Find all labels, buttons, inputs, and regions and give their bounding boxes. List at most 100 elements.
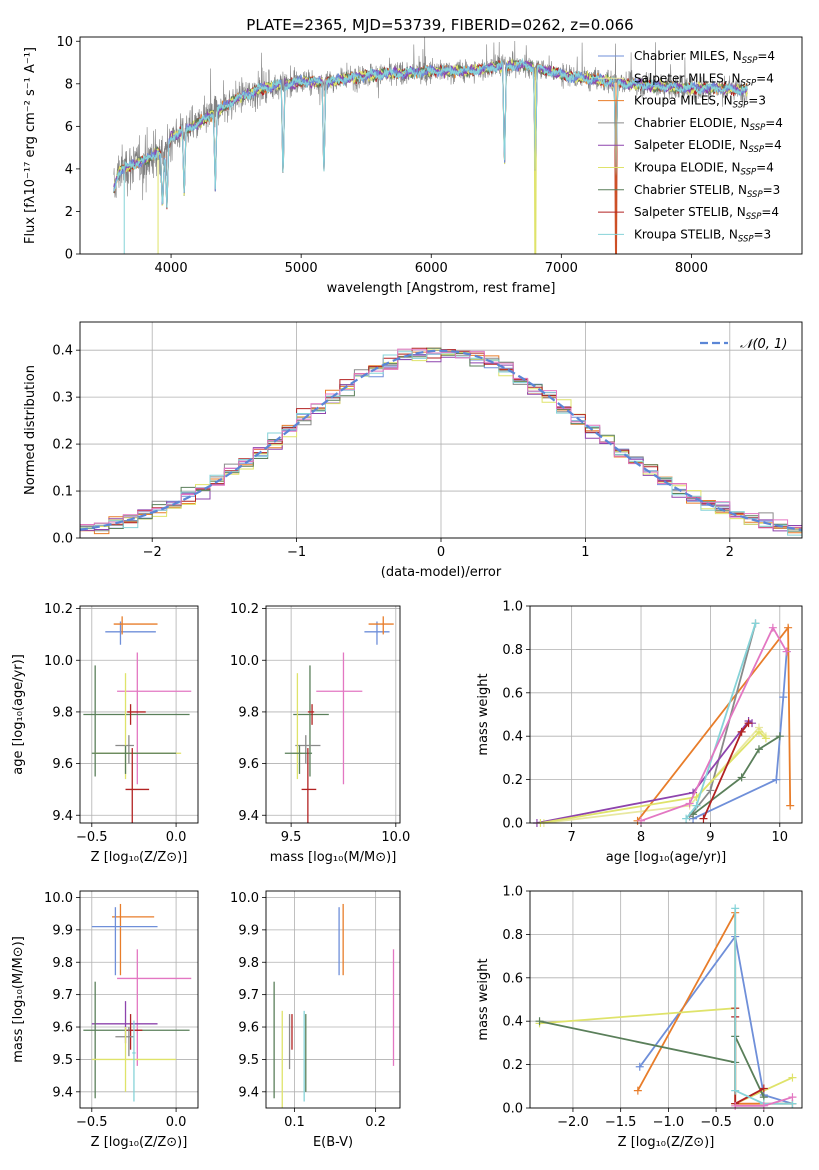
- weight-series-chabrier-stelib: [692, 735, 781, 816]
- y-tick-label: 9.6: [238, 1021, 259, 1036]
- x-tick-label: −2.0: [557, 1115, 589, 1130]
- x-tick-label: 0: [437, 545, 445, 560]
- errorbar-point: [117, 652, 192, 785]
- weight-marker: [768, 623, 777, 632]
- weight-marker: [788, 1093, 797, 1102]
- age-vs-mass-panel: 9.5 10.0 9.4 9.6 9.8 10.0 10.2 mass [log₁₀(M/M⊙…: [230, 602, 410, 865]
- x-tick-label: 0.1: [284, 1115, 305, 1130]
- y-axis-label: Normed distribution: [23, 365, 38, 495]
- weight-marker: [535, 1017, 544, 1026]
- errorbar-point: [127, 1014, 143, 1050]
- weight-marker: [759, 1101, 768, 1110]
- weight-marker: [744, 719, 753, 728]
- y-tick-label: 9.8: [238, 956, 259, 971]
- y-tick-label: 0.4: [52, 344, 73, 359]
- y-tick-label: 9.8: [238, 705, 259, 720]
- errorbar-point: [132, 1020, 136, 1102]
- x-axis-label: Z [log₁₀(Z/Z⊙)]: [91, 1135, 188, 1150]
- legend-entry: Chabrier STELIB, NSSP=3: [634, 183, 780, 200]
- legend-entry: 𝒩(0, 1): [740, 337, 787, 352]
- weight-series-salpeter-elodie: [536, 719, 753, 823]
- weight-marker: [692, 801, 701, 810]
- plot-frame: [79, 36, 803, 255]
- errorbar-point: [115, 1027, 134, 1057]
- errorbar-point: [125, 748, 150, 823]
- legend-entry: Kroupa ELODIE, NSSP=4: [634, 161, 774, 178]
- y-tick-label: 0.0: [502, 817, 523, 832]
- weight-marker: [786, 801, 795, 810]
- mass-vs-Z-panel: −0.5 0.0 9.4 9.5 9.6 9.7 9.8 9.9 10.0 Z [log₁₀(Z/…: [11, 890, 199, 1150]
- weight-marker: [706, 786, 715, 795]
- errorbar-point: [307, 704, 315, 725]
- x-tick-label: 0.0: [166, 1115, 187, 1130]
- y-tick-label: 9.9: [238, 923, 259, 938]
- y-tick-label: 0.4: [502, 730, 523, 745]
- y-tick-label: 9.6: [52, 757, 73, 772]
- x-axis-label: Z [log₁₀(Z/Z⊙)]: [91, 850, 188, 865]
- x-tick-label: 10: [772, 830, 789, 845]
- errorbar-point: [301, 748, 317, 823]
- x-tick-label: 8000: [675, 261, 708, 276]
- errorbar-point: [364, 621, 390, 645]
- x-tick-label: 1: [581, 545, 589, 560]
- y-tick-label: 9.4: [238, 1085, 259, 1100]
- weight-marker: [635, 1062, 644, 1071]
- y-tick-label: 0.2: [502, 773, 523, 788]
- weight-marker: [759, 1084, 768, 1093]
- x-tick-label: 5000: [285, 261, 318, 276]
- legend-entry: Chabrier MILES, NSSP=4: [634, 49, 775, 66]
- x-tick-label: −0.5: [76, 1115, 108, 1130]
- y-axis-label: mass weight: [476, 673, 491, 755]
- errorbar-point: [83, 665, 190, 777]
- y-tick-label: 9.4: [238, 809, 259, 824]
- x-axis-label: E(B-V): [313, 1135, 353, 1150]
- errorbar-point: [83, 981, 190, 1099]
- y-tick-label: 0.6: [502, 686, 523, 701]
- legend-entry: Kroupa MILES, NSSP=3: [634, 94, 766, 111]
- plot-frame: [265, 605, 401, 824]
- spectrum-panel: 4000 5000 6000 7000 8000 0 2 4 6 8 10 wavelength [A…: [23, 35, 803, 296]
- legend-entry: Chabrier ELODIE, NSSP=4: [634, 116, 783, 133]
- y-tick-label: 0.2: [502, 1058, 523, 1073]
- y-tick-label: 9.6: [238, 757, 259, 772]
- x-tick-label: 0.0: [753, 1115, 774, 1130]
- y-tick-label: 9.4: [52, 1085, 73, 1100]
- errorbar-point: [127, 704, 146, 725]
- x-tick-label: 9: [706, 830, 714, 845]
- y-tick-label: 0.1: [52, 485, 73, 500]
- weight-series-kroupa-miles: [636, 625, 792, 822]
- y-tick-label: 10.2: [44, 602, 73, 617]
- errorbar-point: [293, 665, 329, 777]
- x-axis-label: age [log₁₀(age/yr)]: [606, 850, 727, 865]
- errorbar-point: [117, 949, 192, 1066]
- figure-title: PLATE=2365, MJD=53739, FIBERID=0262, z=0…: [246, 16, 633, 34]
- weight-marker: [761, 734, 770, 743]
- weight-marker: [754, 727, 763, 736]
- errorbar-point: [316, 652, 363, 785]
- y-tick-label: 0.4: [502, 1015, 523, 1030]
- residuals-panel: −2 −1 0 1 2 0.0 0.1 0.2 0.3 0.4 (data-model)/error…: [23, 321, 803, 580]
- y-tick-label: 9.7: [52, 988, 73, 1003]
- y-tick-label: 6: [65, 120, 73, 135]
- y-tick-label: 9.8: [52, 956, 73, 971]
- mass-vs-EBV-panel: 0.1 0.2 9.4 9.5 9.6 9.7 9.8 9.9 10.0 E(B-V): [230, 890, 401, 1150]
- y-tick-label: 0.8: [502, 643, 523, 658]
- plot-frame: [529, 605, 803, 824]
- y-tick-label: 10: [56, 35, 73, 50]
- x-tick-label: −1.0: [653, 1115, 685, 1130]
- plot-frame: [79, 890, 199, 1109]
- model-spectrum-kroupa-stelib: [113, 57, 748, 208]
- x-axis-label: wavelength [Angstrom, rest frame]: [327, 281, 556, 296]
- weight-marker: [633, 1086, 642, 1095]
- x-tick-label: 4000: [155, 261, 188, 276]
- y-tick-label: 9.8: [52, 705, 73, 720]
- y-tick-label: 0.0: [52, 532, 73, 547]
- plot-frame: [529, 890, 803, 1109]
- legend-entry: Salpeter ELODIE, NSSP=4: [634, 138, 782, 155]
- x-tick-label: −0.5: [700, 1115, 732, 1130]
- weight-vs-Z-panel: −2.0 −1.5 −1.0 −0.5 0.0 0.0 0.2 0.4 0.6 0.8 1.0 Z […: [476, 885, 803, 1150]
- errorbar-point: [112, 903, 155, 976]
- errorbar-point: [105, 621, 156, 645]
- x-tick-label: −1.5: [605, 1115, 637, 1130]
